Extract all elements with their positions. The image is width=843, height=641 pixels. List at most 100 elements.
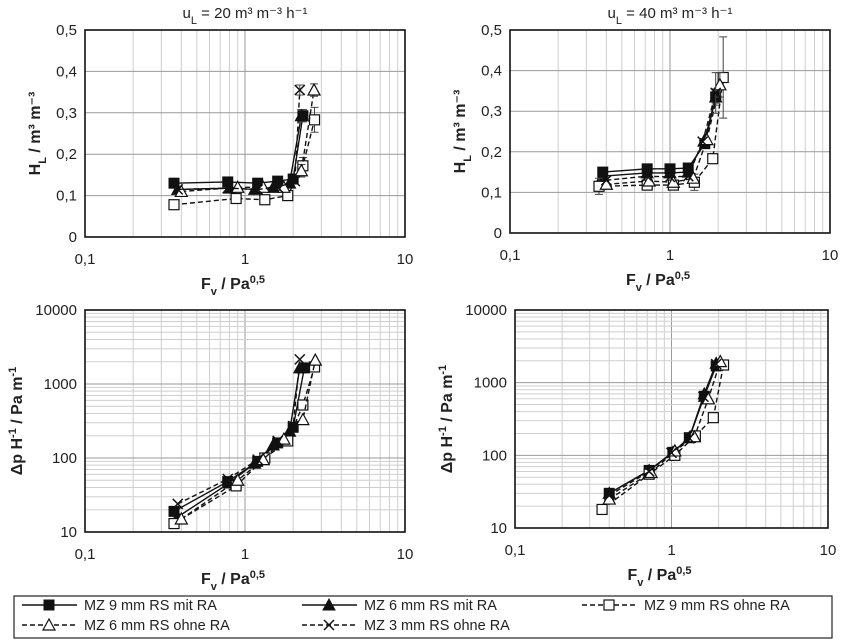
legend-item-3: MZ 9 mm RS ohne RA [582,598,790,614]
series-line [173,115,304,184]
legend-label: MZ 9 mm RS ohne RA [644,598,790,614]
x-tick-label: 1 [241,251,249,268]
y-tick-label: 0,2 [481,144,502,161]
y-axis-title: Δp H-1 / Pa m-1 [7,367,26,475]
data-point [712,77,727,91]
gridlines [514,310,828,529]
data-point [252,183,264,195]
x-tick-label: 10 [397,251,414,268]
series-5 [172,353,306,510]
y-axis-title: Δp H-1 / Pa m-1 [437,365,456,473]
x-tick-label: 0,1 [500,247,521,264]
data-point [641,170,653,182]
series-2 [595,88,723,182]
legend-label: MZ 6 mm RS mit RA [364,598,497,614]
data-point [295,412,310,426]
data-point [697,136,709,148]
legend-item-4: MZ 6 mm RS ohne RA [22,617,230,634]
series-5 [600,72,722,186]
data-point [222,182,234,194]
legend-label: MZ 3 mm RS ohne RA [364,618,510,634]
x-tick-label: 1 [667,542,675,559]
y-tick-label: 10000 [35,302,77,319]
legend-box [13,595,833,639]
y-tick-label: 0,3 [481,103,502,120]
y-tick-label: 10 [60,524,77,541]
y-tick-label: 0 [69,229,77,246]
legend-label: MZ 9 mm RS mit RA [84,598,217,614]
x-tick-label: 0,1 [75,251,96,268]
y-tick-label: 1000 [474,375,507,392]
data-point [683,432,695,444]
series-line [608,365,717,494]
chart-panel-top-left: 0,1 1 10 0 0,1 0,2 0,3 0,4 0,5 Fv / Pa0,5 HL / m³ … [27,5,413,298]
series-1 [168,108,309,189]
data-point [710,358,722,370]
data-point [168,505,180,517]
data-point [230,180,245,193]
y-tick-label: 0,1 [56,188,77,205]
y-axis-title: HL / m³ m⁻³ [27,92,49,176]
series-1 [597,90,722,178]
y-tick-label: 0,4 [481,63,502,80]
y-tick-label: 0,3 [56,105,77,122]
y-tick-label: 1000 [44,376,77,393]
series-line [606,84,721,185]
data-point [665,447,678,459]
data-point [252,454,264,466]
legend: MZ 9 mm RS mit RA MZ 6 mm RS mit RA MZ 9 m… [13,595,833,639]
legend-marker [603,599,615,611]
data-point [222,473,234,485]
chart-panel-bottom-right: 0,1 1 10 10 100 1000 10000 Fv / Pa0,5 Δp H-1 / P… [437,302,836,589]
data-point [308,352,323,366]
data-point [172,183,184,195]
y-axis-title: HL / m³ m⁻³ [452,90,474,174]
series-line [173,366,316,525]
data-point [259,194,271,206]
data-point [168,177,180,189]
data-point [600,174,612,186]
x-axis-title: Fv / Pa0,5 [201,274,265,298]
legend-label: MZ 6 mm RS ohne RA [84,618,230,634]
series-line [177,89,301,191]
chart-panel-bottom-left: 0,1 1 10 10 100 1000 10000 Fv / Pa0,5 Δp H-1 / P… [7,302,413,593]
data-point [682,170,694,182]
data-point [297,399,309,411]
x-axis-title: Fv / Pa0,5 [627,565,691,589]
series-line [173,119,316,206]
legend-marker [322,597,336,611]
gridlines [84,310,405,533]
legend-marker [41,617,57,631]
series-line [177,359,301,505]
y-tick-label: 0,1 [481,184,502,201]
panel-title: uL = 20 m³ m⁻³ h⁻¹ [183,5,308,27]
series-5 [172,84,306,195]
series-5 [603,358,722,502]
legend-marker [43,599,55,611]
data-point [643,465,655,477]
series-3 [168,106,321,211]
data-point [272,435,284,447]
y-tick-label: 0,5 [481,22,502,39]
plot-frame [509,29,831,234]
series-line [173,367,306,512]
x-axis-title: Fv / Pa0,5 [626,270,690,294]
series-line [602,96,717,177]
legend-item-1: MZ 9 mm RS mit RA [22,598,217,614]
y-tick-label: 0,2 [56,146,77,163]
data-point [308,114,321,126]
panel-title: uL = 40 m³ m⁻³ h⁻¹ [608,5,733,27]
data-point [707,153,719,165]
plot-frame [84,309,406,533]
data-point [230,192,242,205]
y-tick-label: 10000 [465,302,507,319]
series-line [598,77,724,188]
legend-item-2: MZ 6 mm RS mit RA [302,597,497,614]
data-point [697,391,709,403]
y-tick-label: 0,4 [56,63,77,80]
series-line [601,364,725,511]
data-point [174,511,189,525]
x-tick-label: 10 [397,546,414,563]
series-line [606,92,717,181]
